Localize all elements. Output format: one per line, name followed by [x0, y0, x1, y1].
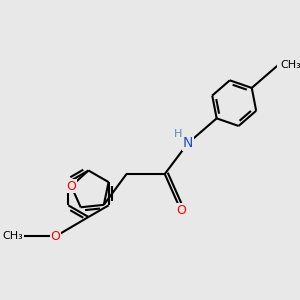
Text: O: O: [51, 230, 60, 243]
Text: CH₃: CH₃: [280, 60, 300, 70]
Text: CH₃: CH₃: [2, 231, 23, 242]
Text: O: O: [177, 204, 187, 217]
Text: N: N: [182, 136, 193, 150]
Text: H: H: [174, 129, 182, 139]
Text: O: O: [66, 180, 76, 193]
